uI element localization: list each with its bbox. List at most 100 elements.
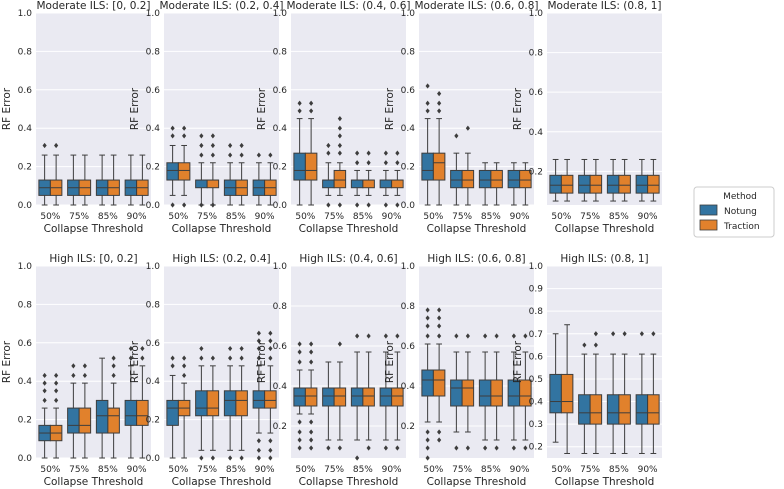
x-tick-label: 50% xyxy=(551,212,571,222)
y-tick-label: 0.6 xyxy=(529,352,544,362)
flier-point xyxy=(228,455,233,461)
box-body xyxy=(606,174,620,194)
box-50%-traction xyxy=(49,142,63,206)
flier-point xyxy=(182,125,187,131)
flier-point xyxy=(210,152,215,158)
x-tick-label: 50% xyxy=(423,212,443,222)
flier-point xyxy=(210,355,215,361)
x-tick-label: 75% xyxy=(580,212,600,222)
box-body xyxy=(461,169,475,189)
flier-point xyxy=(42,380,47,386)
box-body xyxy=(235,390,248,417)
flier-point xyxy=(511,333,516,339)
y-tick-label: 0.2 xyxy=(146,163,160,173)
y-tick-label: 0.4 xyxy=(401,382,416,392)
box-body xyxy=(362,179,375,189)
flier-point xyxy=(309,437,314,443)
box-body xyxy=(350,387,364,407)
plot-background xyxy=(36,13,151,205)
box-body xyxy=(461,379,475,407)
box-body xyxy=(67,407,80,434)
box-body xyxy=(450,169,463,189)
x-axis-label: Collapse Threshold xyxy=(427,476,527,488)
flier-point xyxy=(82,363,87,369)
flier-point xyxy=(425,445,430,451)
y-tick-label: 0.2 xyxy=(146,416,160,426)
plot-background xyxy=(547,13,662,205)
flier-point xyxy=(170,133,175,139)
y-tick-label: 0.8 xyxy=(401,302,416,312)
box-85%-traction xyxy=(362,333,375,451)
x-tick-label: 50% xyxy=(295,465,315,475)
x-tick-label: 85% xyxy=(609,212,629,222)
x-axis-label: Collapse Threshold xyxy=(44,223,144,235)
box-body xyxy=(647,174,660,194)
box-85%-notung xyxy=(350,333,364,461)
box-body xyxy=(507,169,521,189)
flier-point xyxy=(297,429,302,435)
x-tick-label: 75% xyxy=(452,465,472,475)
x-tick-label: 50% xyxy=(295,212,315,222)
box-50%-notung xyxy=(421,307,434,461)
box-50%-traction xyxy=(304,100,318,206)
y-tick-label: 0.2 xyxy=(529,167,543,177)
flier-point xyxy=(268,455,273,461)
x-tick-label: 90% xyxy=(510,212,530,222)
flier-point xyxy=(309,100,314,106)
box-body xyxy=(432,152,446,181)
legend-label-traction: Traction xyxy=(723,222,760,232)
box-50%-traction xyxy=(177,355,191,459)
flier-point xyxy=(309,445,314,451)
flier-point xyxy=(256,355,261,361)
y-tick-label: 0.4 xyxy=(18,124,33,134)
y-axis-label: RF Error xyxy=(512,87,524,130)
flier-point xyxy=(42,142,47,149)
x-axis-label: Collapse Threshold xyxy=(299,223,399,235)
panel-2: 0.0 0.2 0.4 0.6 0.8 1.0 50% 75% 85% 90% Moderate I… xyxy=(129,0,284,235)
y-tick-label: 0.4 xyxy=(529,398,544,408)
box-75%-notung xyxy=(195,133,208,208)
panels: 0.0 0.2 0.4 0.6 0.8 1.0 50% 75% 85% 90% Moderate I… xyxy=(1,0,662,488)
box-body xyxy=(519,169,532,189)
flier-point xyxy=(268,447,273,453)
x-tick-label: 85% xyxy=(481,212,501,222)
flier-point xyxy=(54,397,59,403)
y-tick-label: 0.6 xyxy=(18,339,33,349)
flier-point xyxy=(42,397,47,403)
panel-title: Moderate ILS: [0, 0.2] xyxy=(36,0,150,12)
flier-point xyxy=(355,202,360,208)
flier-point xyxy=(297,419,302,425)
box-75%-notung xyxy=(322,361,335,451)
flier-point xyxy=(465,125,470,131)
flier-point xyxy=(111,363,116,369)
flier-point xyxy=(297,349,302,355)
flier-point xyxy=(326,202,331,208)
flier-point xyxy=(494,333,499,339)
flier-point xyxy=(199,202,204,208)
flier-point xyxy=(297,359,302,365)
flier-point xyxy=(454,445,459,451)
flier-point xyxy=(256,338,261,344)
flier-point xyxy=(395,160,400,166)
flier-point xyxy=(326,142,331,149)
flier-point xyxy=(523,445,528,451)
flier-point xyxy=(256,455,261,461)
plot-background xyxy=(164,266,279,458)
flier-point xyxy=(366,445,371,451)
flier-point xyxy=(593,342,598,348)
panel-3: 0.0 0.2 0.4 0.6 0.8 1.0 50% 75% 85% 90% Moderate I… xyxy=(256,0,411,235)
flier-point xyxy=(54,142,59,149)
flier-point xyxy=(465,445,470,451)
flier-point xyxy=(337,202,342,208)
flier-point xyxy=(383,160,388,166)
x-axis-label: Collapse Threshold xyxy=(555,476,655,488)
box-50%-traction xyxy=(432,307,446,443)
box-90%-traction xyxy=(647,331,660,454)
y-tick-label: 0.2 xyxy=(529,443,543,453)
flier-point xyxy=(297,445,302,451)
flier-point xyxy=(71,372,76,379)
flier-point xyxy=(437,108,442,114)
y-tick-label: 1.0 xyxy=(401,9,416,19)
box-body xyxy=(578,394,591,425)
y-tick-label: 0.2 xyxy=(401,422,415,432)
